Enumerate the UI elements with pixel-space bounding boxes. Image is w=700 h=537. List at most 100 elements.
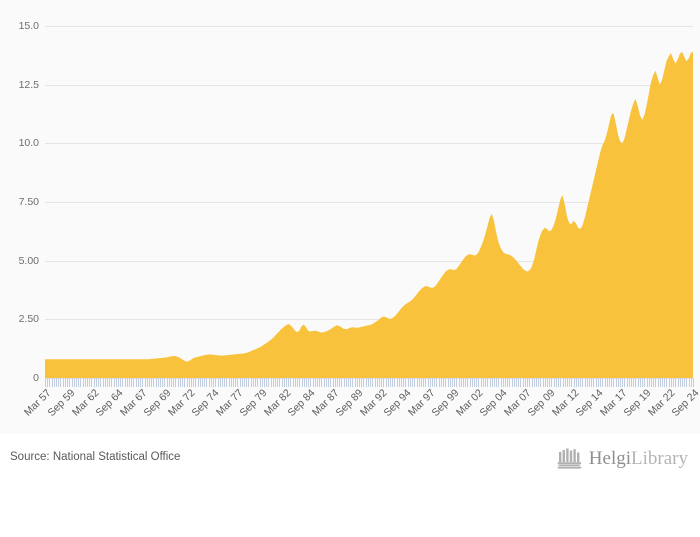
x-axis-minor-tick bbox=[266, 378, 267, 387]
x-axis-minor-tick bbox=[69, 378, 70, 387]
x-axis-minor-tick bbox=[315, 378, 316, 387]
x-axis-minor-tick bbox=[255, 378, 256, 387]
x-axis-minor-tick bbox=[133, 378, 134, 387]
x-axis-minor-tick bbox=[454, 378, 455, 387]
x-axis-minor-tick bbox=[330, 378, 331, 387]
x-axis-minor-tick bbox=[211, 378, 212, 387]
x-axis-minor-tick bbox=[653, 378, 654, 387]
x-axis-minor-tick bbox=[403, 378, 404, 387]
x-axis-minor-tick bbox=[80, 378, 81, 387]
y-axis-tick-label: 15.0 bbox=[18, 20, 39, 32]
x-axis-minor-tick bbox=[361, 378, 362, 387]
x-axis-minor-tick bbox=[363, 378, 364, 387]
x-axis-minor-tick bbox=[222, 378, 223, 387]
x-axis-minor-tick bbox=[78, 378, 79, 387]
x-axis-minor-tick bbox=[237, 378, 238, 387]
x-axis-minor-tick bbox=[520, 378, 521, 387]
x-axis-minor-tick bbox=[563, 378, 564, 387]
x-axis-minor-tick bbox=[341, 378, 342, 387]
x-axis-minor-tick bbox=[576, 378, 577, 387]
x-axis-minor-tick bbox=[565, 378, 566, 387]
x-axis-minor-tick bbox=[593, 378, 594, 387]
x-axis-minor-tick bbox=[549, 378, 550, 387]
x-axis-minor-tick bbox=[302, 378, 303, 387]
x-axis-minor-tick bbox=[96, 378, 97, 387]
x-axis-minor-tick bbox=[74, 378, 75, 387]
x-axis-minor-tick bbox=[244, 378, 245, 387]
x-axis-minor-tick bbox=[67, 378, 68, 387]
x-axis-minor-tick bbox=[441, 378, 442, 387]
x-axis-minor-tick bbox=[293, 378, 294, 387]
y-axis-tick-label: 2.50 bbox=[18, 313, 39, 326]
x-axis-minor-tick bbox=[684, 378, 685, 387]
x-axis-minor-tick bbox=[419, 378, 420, 387]
x-axis-minor-tick bbox=[339, 378, 340, 387]
gridline bbox=[45, 143, 693, 145]
x-axis-minor-tick bbox=[218, 378, 219, 387]
x-axis-minor-tick bbox=[611, 378, 612, 387]
x-axis-minor-tick bbox=[326, 378, 327, 387]
x-axis-minor-tick bbox=[379, 378, 380, 387]
x-axis-minor-tick bbox=[649, 378, 650, 387]
x-axis-minor-tick bbox=[525, 378, 526, 387]
x-axis-minor-tick bbox=[352, 378, 353, 387]
x-axis-minor-tick bbox=[271, 378, 272, 387]
x-axis-minor-tick bbox=[187, 378, 188, 387]
x-axis-minor-tick bbox=[138, 378, 139, 387]
x-axis-minor-tick bbox=[182, 378, 183, 387]
x-axis-minor-tick bbox=[397, 378, 398, 387]
x-axis-minor-tick bbox=[246, 378, 247, 387]
x-axis-minor-tick bbox=[178, 378, 179, 387]
x-axis-minor-tick bbox=[388, 378, 389, 387]
x-axis-minor-tick bbox=[366, 378, 367, 387]
x-axis-minor-tick bbox=[375, 378, 376, 387]
x-axis-minor-tick bbox=[321, 378, 322, 387]
x-axis-minor-tick bbox=[279, 378, 280, 387]
x-axis-minor-tick bbox=[432, 378, 433, 387]
x-axis-minor-tick bbox=[213, 378, 214, 387]
x-axis-minor-tick bbox=[680, 378, 681, 387]
x-axis-minor-tick bbox=[257, 378, 258, 387]
x-axis-minor-tick bbox=[251, 378, 252, 387]
x-axis-minor-tick bbox=[560, 378, 561, 387]
plot-area bbox=[45, 26, 693, 379]
x-axis-minor-tick bbox=[401, 378, 402, 387]
gridline bbox=[45, 202, 693, 203]
x-axis-minor-tick bbox=[523, 378, 524, 387]
x-axis-minor-tick bbox=[514, 378, 515, 387]
x-axis-minor-tick bbox=[587, 378, 588, 387]
x-axis-minor-tick bbox=[582, 378, 583, 387]
x-axis-minor-tick bbox=[633, 378, 634, 387]
x-axis-minor-tick bbox=[52, 378, 53, 387]
x-axis-minor-tick bbox=[160, 378, 161, 387]
helgi-library-logo[interactable]: HelgiLibrary bbox=[556, 445, 688, 471]
x-axis-minor-tick bbox=[344, 378, 345, 387]
x-axis-minor-tick bbox=[209, 378, 210, 387]
x-axis-minor-tick bbox=[638, 378, 639, 387]
x-axis-minor-tick bbox=[114, 378, 115, 387]
x-axis-minor-tick bbox=[481, 378, 482, 387]
x-axis-minor-tick bbox=[288, 378, 289, 387]
x-axis-minor-tick bbox=[609, 378, 610, 387]
x-axis-minor-tick bbox=[120, 378, 121, 387]
x-axis-minor-tick bbox=[253, 378, 254, 387]
x-axis-minor-tick bbox=[215, 378, 216, 387]
x-axis-minor-tick bbox=[158, 378, 159, 387]
x-axis-minor-tick bbox=[390, 378, 391, 387]
gridline bbox=[45, 378, 693, 379]
x-axis-minor-tick bbox=[423, 378, 424, 387]
x-axis-minor-tick bbox=[109, 378, 110, 387]
x-axis-minor-tick bbox=[503, 378, 504, 387]
y-axis-tick-label: 0 bbox=[33, 372, 39, 384]
x-axis-minor-tick bbox=[478, 378, 479, 387]
chart-footer: Source: National Statistical Office Helg… bbox=[0, 434, 700, 483]
x-axis-minor-tick bbox=[335, 378, 336, 387]
x-axis-minor-tick bbox=[355, 378, 356, 387]
x-axis-minor-tick bbox=[149, 378, 150, 387]
x-axis-minor-tick bbox=[103, 378, 104, 387]
x-axis-minor-tick bbox=[516, 378, 517, 387]
x-axis-labels: Mar 57 Sep 59 Mar 62 Sep 64 Mar 67 Sep 69 Mar … bbox=[22, 387, 700, 433]
x-axis-minor-tick bbox=[262, 378, 263, 387]
x-axis-minor-tick bbox=[591, 378, 592, 387]
x-axis-minor-tick bbox=[602, 378, 603, 387]
